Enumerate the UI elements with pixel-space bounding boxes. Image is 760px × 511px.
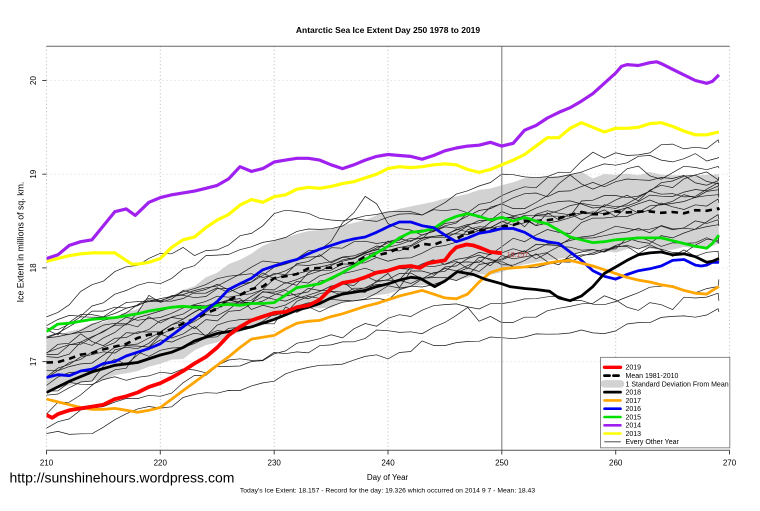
svg-text:http://sunshinehours.wordpress: http://sunshinehours.wordpress.com (10, 470, 235, 486)
svg-text:Mean 1981-2010: Mean 1981-2010 (626, 373, 679, 380)
svg-text:17: 17 (29, 357, 38, 366)
svg-text:18: 18 (29, 263, 38, 272)
svg-text:270: 270 (723, 459, 737, 468)
svg-text:260: 260 (609, 459, 623, 468)
svg-text:2019: 2019 (626, 365, 642, 372)
svg-text:20: 20 (29, 76, 38, 85)
svg-text:2016: 2016 (626, 406, 642, 413)
svg-text:2017: 2017 (626, 398, 642, 405)
svg-text:Every Other Year: Every Other Year (626, 439, 680, 446)
svg-text:Today's Ice Extent: 18.157 -: Today's Ice Extent: 18.157 - Record for … (240, 488, 535, 495)
svg-text:2014: 2014 (626, 423, 642, 430)
svg-text:210: 210 (40, 459, 54, 468)
svg-text:230: 230 (268, 459, 282, 468)
svg-text:Ice Extent in millions of sq.: Ice Extent in millions of sq. km. (16, 182, 26, 303)
svg-text:2015: 2015 (626, 414, 642, 421)
svg-text:1 Standard Deviation From Mean: 1 Standard Deviation From Mean (626, 381, 729, 388)
svg-text:2018: 2018 (626, 390, 642, 397)
svg-text:18.157: 18.157 (507, 252, 529, 259)
svg-text:Antarctic Sea Ice Extent Day 2: Antarctic Sea Ice Extent Day 250 1978 to… (296, 25, 481, 35)
svg-text:19: 19 (29, 169, 38, 178)
svg-text:Day of Year: Day of Year (367, 473, 409, 482)
svg-text:240: 240 (381, 459, 395, 468)
svg-text:220: 220 (154, 459, 168, 468)
svg-text:2013: 2013 (626, 431, 642, 438)
svg-text:250: 250 (495, 459, 509, 468)
